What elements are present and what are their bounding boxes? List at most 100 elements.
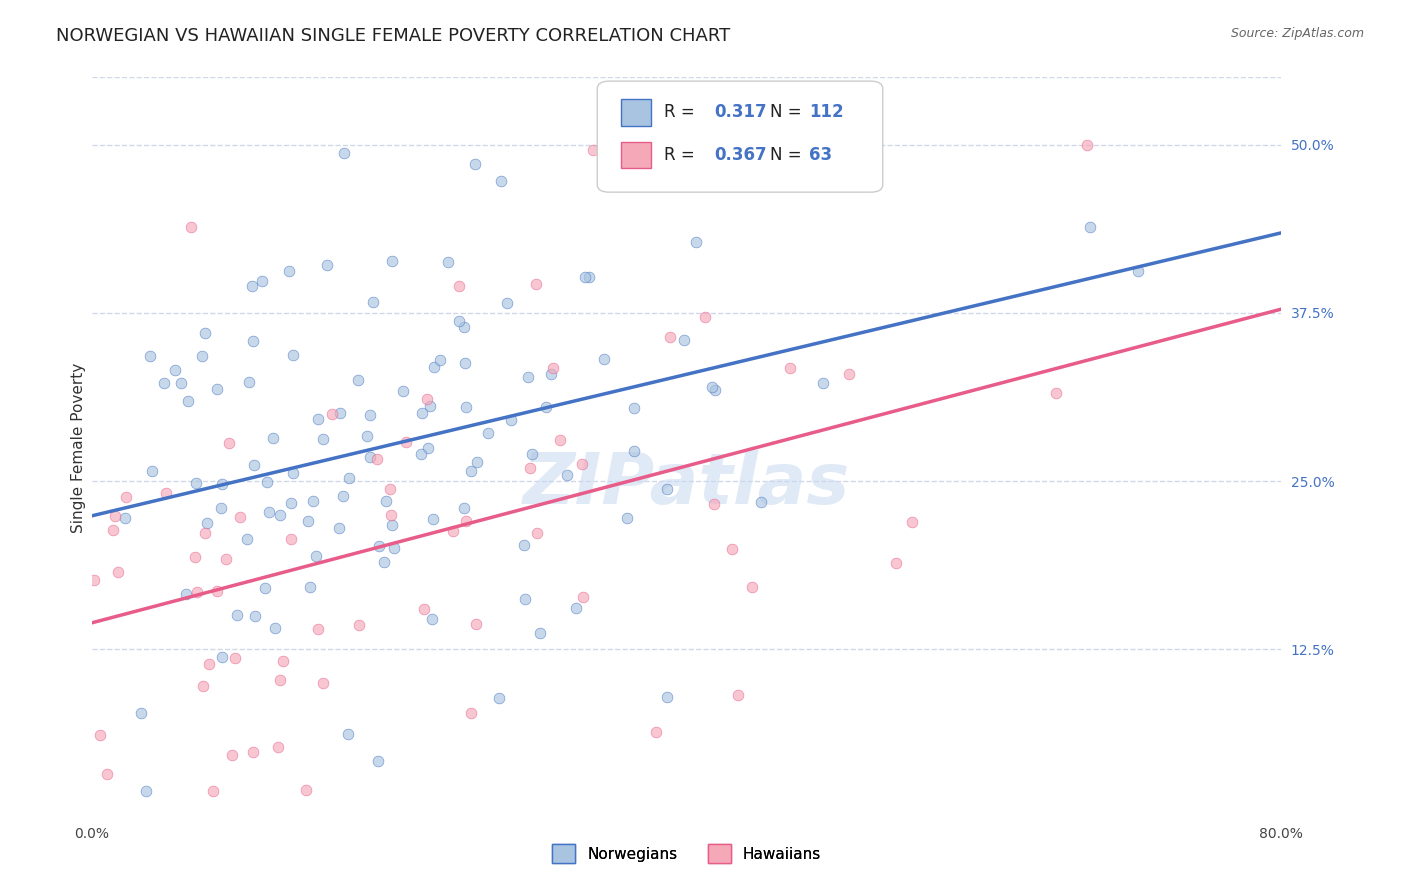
Norwegians xyxy=(453,500,475,515)
Hawaiians xyxy=(295,782,318,797)
Hawaiians xyxy=(456,514,478,528)
Norwegians xyxy=(312,432,335,446)
Legend: Norwegians, Hawaiians: Norwegians, Hawaiians xyxy=(546,838,827,869)
Norwegians xyxy=(361,295,384,310)
Hawaiians xyxy=(1076,137,1098,152)
Norwegians xyxy=(328,521,350,535)
Norwegians xyxy=(534,400,557,414)
Norwegians xyxy=(281,348,304,362)
Hawaiians xyxy=(901,516,924,530)
Norwegians xyxy=(655,690,678,704)
Hawaiians xyxy=(884,556,907,570)
Hawaiians xyxy=(201,783,224,797)
Hawaiians xyxy=(548,433,571,447)
Hawaiians xyxy=(721,541,744,556)
Hawaiians xyxy=(703,497,725,511)
Norwegians xyxy=(280,496,302,510)
Hawaiians xyxy=(659,330,682,344)
Norwegians xyxy=(153,376,176,390)
Hawaiians xyxy=(380,508,402,522)
Norwegians xyxy=(1126,264,1149,278)
Norwegians xyxy=(429,353,451,368)
Hawaiians xyxy=(572,590,595,604)
Norwegians xyxy=(205,382,228,396)
Norwegians xyxy=(811,376,834,390)
Hawaiians xyxy=(221,747,243,762)
Hawaiians xyxy=(541,361,564,376)
Norwegians xyxy=(242,279,264,293)
Norwegians xyxy=(256,475,278,489)
Hawaiians xyxy=(741,580,763,594)
Hawaiians xyxy=(1045,385,1067,400)
Norwegians xyxy=(226,607,249,622)
Norwegians xyxy=(316,258,339,272)
Hawaiians xyxy=(571,457,593,471)
Norwegians xyxy=(197,516,219,530)
Norwegians xyxy=(264,620,287,634)
Norwegians xyxy=(243,458,266,473)
Hawaiians xyxy=(218,436,240,450)
Norwegians xyxy=(477,425,499,440)
Text: R =: R = xyxy=(664,103,700,121)
Norwegians xyxy=(129,706,152,720)
Text: N =: N = xyxy=(769,146,807,164)
Norwegians xyxy=(174,587,197,601)
Hawaiians xyxy=(280,532,302,546)
Norwegians xyxy=(186,476,208,491)
Norwegians xyxy=(863,132,886,146)
Norwegians xyxy=(114,510,136,524)
Norwegians xyxy=(211,650,233,665)
Norwegians xyxy=(454,356,477,370)
Norwegians xyxy=(242,334,264,349)
Norwegians xyxy=(672,333,695,347)
Norwegians xyxy=(297,514,319,528)
Text: Source: ZipAtlas.com: Source: ZipAtlas.com xyxy=(1230,27,1364,40)
Norwegians xyxy=(163,363,186,377)
Norwegians xyxy=(702,380,724,394)
Norwegians xyxy=(209,500,232,515)
Norwegians xyxy=(685,235,707,249)
Hawaiians xyxy=(107,566,129,580)
Hawaiians xyxy=(693,310,716,324)
Norwegians xyxy=(491,174,513,188)
Norwegians xyxy=(623,444,645,458)
Norwegians xyxy=(278,264,301,278)
Hawaiians xyxy=(198,657,221,671)
Hawaiians xyxy=(779,361,801,376)
Hawaiians xyxy=(460,706,482,720)
Hawaiians xyxy=(366,452,388,467)
Hawaiians xyxy=(155,486,177,500)
Norwegians xyxy=(332,489,354,503)
Norwegians xyxy=(299,580,322,594)
Norwegians xyxy=(333,145,356,160)
Text: 0.317: 0.317 xyxy=(714,103,766,121)
Hawaiians xyxy=(104,508,127,523)
Hawaiians xyxy=(526,526,548,541)
Norwegians xyxy=(496,296,519,310)
Norwegians xyxy=(513,591,536,606)
Hawaiians xyxy=(186,585,208,599)
Norwegians xyxy=(419,399,441,413)
Norwegians xyxy=(456,400,478,414)
Norwegians xyxy=(191,349,214,363)
Hawaiians xyxy=(96,767,118,781)
Hawaiians xyxy=(349,617,371,632)
Norwegians xyxy=(367,540,389,554)
Hawaiians xyxy=(416,392,439,407)
Text: 0.367: 0.367 xyxy=(714,146,766,164)
Norwegians xyxy=(749,495,772,509)
Norwegians xyxy=(418,441,440,455)
Norwegians xyxy=(283,466,305,480)
Norwegians xyxy=(367,754,389,768)
Norwegians xyxy=(759,165,782,179)
Norwegians xyxy=(423,360,446,375)
Norwegians xyxy=(616,511,638,525)
Norwegians xyxy=(346,373,368,387)
Norwegians xyxy=(411,406,433,420)
Hawaiians xyxy=(321,407,343,421)
Norwegians xyxy=(177,394,200,409)
Norwegians xyxy=(574,269,596,284)
Hawaiians xyxy=(194,526,217,541)
Hawaiians xyxy=(312,676,335,690)
Norwegians xyxy=(392,384,415,398)
